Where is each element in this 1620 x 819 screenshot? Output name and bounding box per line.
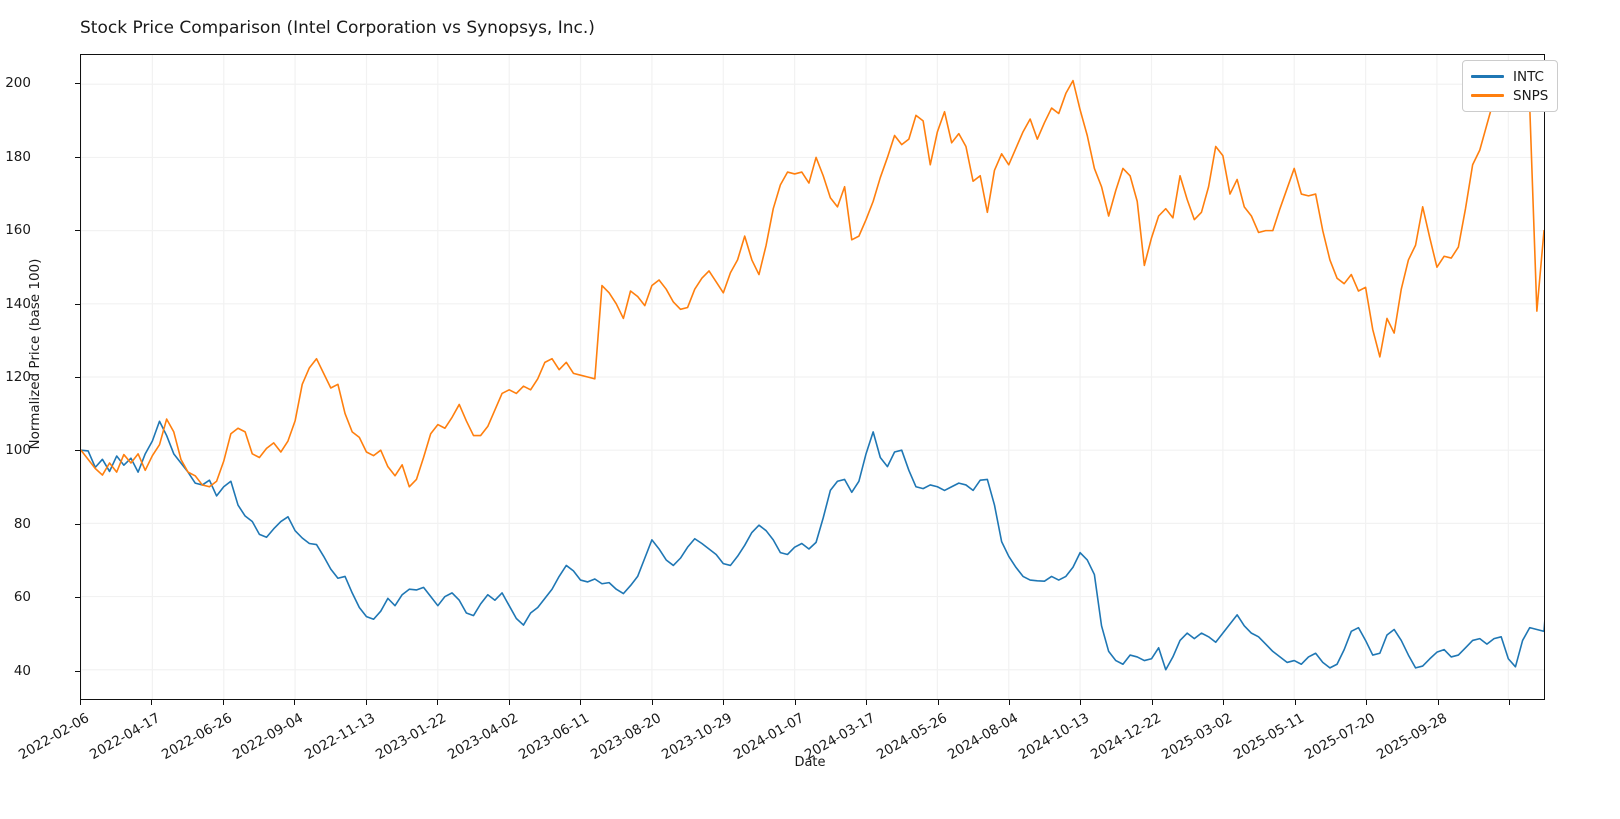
y-tick-label: 140 — [5, 295, 31, 312]
series-line-snps — [81, 81, 1544, 487]
y-tick-mark — [75, 156, 80, 158]
y-tick-label: 80 — [13, 515, 31, 532]
y-axis-label: Normalized Price (base 100) — [27, 258, 43, 450]
series-line-intc — [81, 421, 1544, 669]
x-tick-mark — [437, 700, 439, 705]
y-tick-mark — [75, 523, 80, 525]
y-tick-mark — [75, 377, 80, 378]
chart-title: Stock Price Comparison (Intel Corporatio… — [80, 18, 595, 38]
x-tick-mark — [651, 700, 653, 705]
x-tick-mark — [1294, 700, 1296, 705]
plot-area — [80, 54, 1545, 700]
x-tick-mark — [508, 700, 510, 705]
legend-swatch-intc — [1471, 75, 1504, 78]
y-tick-label: 60 — [13, 589, 31, 606]
x-tick-mark — [222, 700, 224, 705]
y-tick-mark — [75, 230, 80, 232]
legend-label: INTC — [1513, 68, 1544, 85]
x-tick-mark — [1223, 700, 1225, 705]
y-tick-label: 200 — [5, 75, 31, 92]
legend-swatch-snps — [1471, 94, 1504, 97]
x-tick-mark — [794, 700, 796, 705]
x-tick-mark — [80, 700, 81, 705]
y-tick-mark — [75, 670, 80, 672]
x-tick-mark — [1366, 700, 1368, 705]
x-tick-mark — [294, 700, 296, 705]
x-tick-mark — [1009, 700, 1011, 705]
y-tick-label: 180 — [5, 148, 31, 165]
x-tick-mark — [1151, 700, 1153, 705]
y-tick-label: 40 — [13, 662, 31, 679]
x-tick-mark — [1437, 700, 1439, 705]
x-tick-mark — [580, 700, 582, 705]
y-tick-mark — [75, 303, 80, 305]
x-tick-mark — [937, 700, 939, 705]
y-tick-label: 100 — [5, 442, 31, 459]
x-tick-mark — [151, 700, 153, 705]
plot-svg — [81, 55, 1544, 699]
y-tick-label: 160 — [5, 222, 31, 239]
x-tick-mark — [1509, 700, 1511, 705]
legend-entry-snps[interactable]: SNPS — [1471, 86, 1548, 105]
y-tick-mark — [75, 450, 80, 452]
x-tick-mark — [1080, 700, 1082, 705]
x-tick-mark — [866, 700, 868, 705]
x-tick-mark — [365, 700, 367, 705]
legend-label: SNPS — [1513, 87, 1549, 104]
chart-legend: INTC SNPS — [1462, 60, 1559, 112]
x-axis-label: Date — [794, 755, 826, 770]
legend-entry-intc[interactable]: INTC — [1471, 67, 1548, 86]
series-lines — [81, 81, 1544, 670]
y-tick-label: 120 — [5, 369, 31, 385]
y-tick-mark — [75, 83, 80, 85]
y-tick-mark — [75, 597, 80, 599]
gridlines — [81, 55, 1544, 699]
x-tick-mark — [723, 700, 725, 705]
